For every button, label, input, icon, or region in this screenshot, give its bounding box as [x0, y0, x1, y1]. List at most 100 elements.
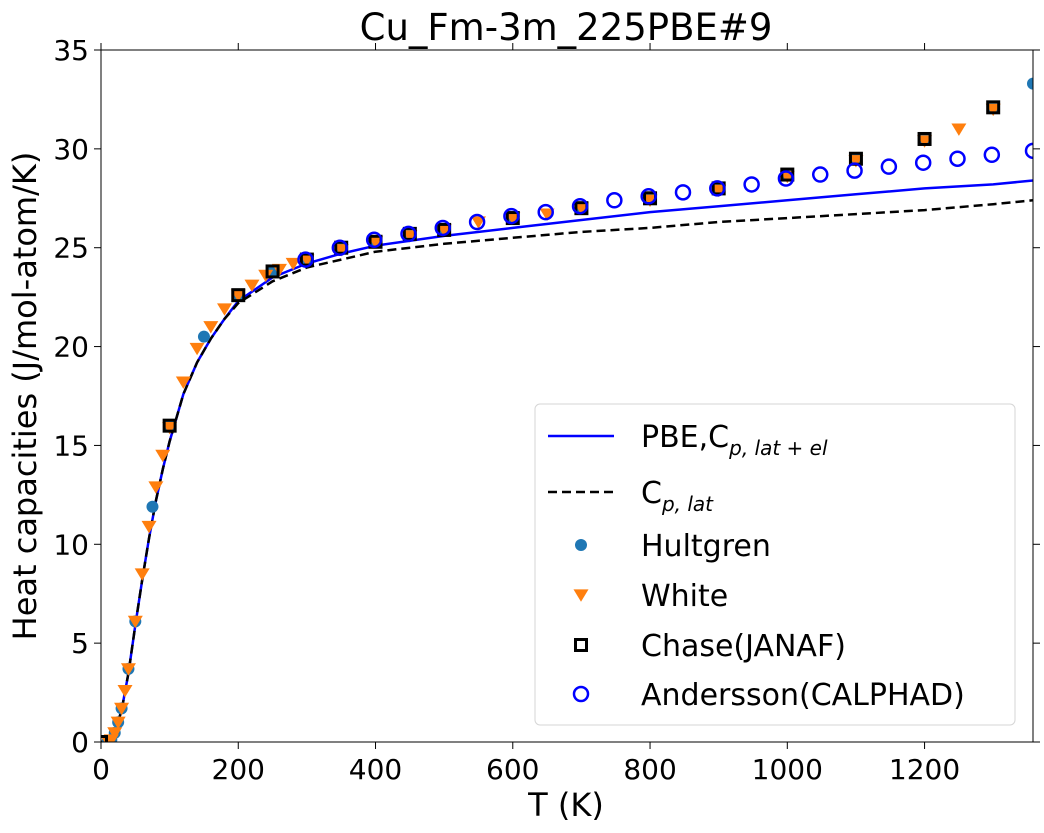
data-point: [203, 321, 219, 334]
data-point: [117, 684, 133, 698]
series-markers-5: [297, 142, 1033, 268]
data-point: [197, 330, 210, 343]
x-tick-label: 200: [212, 753, 265, 786]
legend-label: Andersson(CALPHAD): [641, 678, 965, 713]
y-tick-label: 30: [53, 133, 89, 166]
data-point: [189, 342, 205, 356]
plot-frame: [100, 49, 1034, 743]
legend-box: [534, 403, 1016, 726]
data-point: [148, 481, 164, 494]
y-tick-label: 25: [53, 232, 89, 265]
data-point: [811, 166, 829, 183]
data-point: [127, 615, 143, 629]
data-point: [134, 568, 150, 581]
x-axis-label: T (K): [527, 786, 604, 824]
data-point: [230, 289, 246, 302]
data-point: [846, 162, 863, 179]
y-axis-label: Heat capacities (J/mol-atom/K): [6, 152, 44, 641]
series-markers-3: [101, 103, 1001, 742]
series-line-1: [101, 199, 1033, 742]
x-tick-label: 800: [623, 753, 676, 786]
y-tick-label: 0: [71, 726, 89, 759]
data-point: [642, 194, 658, 208]
data-point: [917, 135, 933, 148]
data-point: [711, 184, 727, 198]
legend-marker-swatch: [573, 589, 589, 602]
data-point: [951, 123, 967, 136]
data-point: [162, 418, 177, 433]
data-point: [141, 520, 157, 534]
data-point: [573, 202, 589, 215]
data-point: [674, 184, 692, 201]
x-tick-label: 1000: [752, 753, 823, 786]
legend-marker-swatch: [572, 685, 590, 703]
data-point: [297, 251, 314, 268]
legend-label: PBE,Cp, lat + el: [641, 420, 828, 460]
y-tick-label: 5: [71, 627, 89, 660]
data-point: [175, 376, 191, 389]
data-point: [114, 702, 130, 716]
data-point: [231, 288, 246, 303]
data-point: [914, 154, 932, 171]
data-point: [265, 264, 280, 279]
data-point: [436, 224, 452, 237]
legend-label: White: [641, 579, 728, 614]
data-point: [571, 197, 589, 215]
legend-marker-swatch: [574, 638, 588, 652]
data-point: [986, 100, 1001, 115]
data-point: [110, 716, 126, 729]
y-tick-label: 20: [53, 331, 89, 364]
x-tick-label: 0: [92, 753, 110, 786]
data-point: [333, 244, 349, 257]
y-tick-label: 10: [53, 528, 89, 561]
y-tick-label: 35: [53, 34, 89, 67]
x-tick-label: 1200: [889, 753, 960, 786]
x-tick-label: 400: [349, 753, 402, 786]
data-point: [985, 103, 1001, 117]
data-point: [505, 212, 521, 225]
data-point: [365, 231, 383, 249]
data-point: [880, 158, 898, 175]
data-point: [983, 146, 1001, 164]
plot-series: [101, 77, 1033, 742]
data-point: [917, 131, 932, 146]
data-point: [777, 170, 795, 187]
chart-title: Cu_Fm-3m_225PBE#9: [360, 6, 773, 49]
legend-marker-swatch: [575, 539, 587, 551]
axes: 0 200 400 600 800 1000 1200 0 5 10 15 20 25 30 35: [53, 34, 1040, 786]
data-point: [155, 449, 171, 463]
data-point: [217, 303, 233, 316]
legend-label: Cp, lat: [641, 476, 714, 516]
data-point: [949, 150, 966, 167]
data-point: [434, 219, 452, 237]
data-point: [107, 727, 123, 740]
data-point: [606, 192, 623, 209]
data-point: [285, 257, 301, 271]
data-point: [503, 207, 520, 225]
data-point: [402, 230, 418, 243]
data-point: [331, 239, 349, 256]
data-point: [120, 663, 136, 676]
legend-label: Chase(JANAF): [641, 629, 846, 664]
data-point: [537, 203, 554, 221]
x-tick-label: 600: [486, 753, 539, 786]
data-point: [299, 253, 315, 267]
data-point: [709, 180, 726, 197]
data-point: [1024, 142, 1033, 160]
data-point: [146, 500, 159, 513]
plot-area: [101, 77, 1033, 742]
legend: PBE,Cp, lat + el Cp, lat Hultgren White Chas…: [534, 403, 1016, 726]
data-point: [848, 155, 864, 168]
data-point: [468, 213, 486, 231]
data-point: [162, 422, 178, 435]
legend-label: Hultgren: [641, 529, 771, 564]
data-point: [640, 188, 657, 205]
data-point: [400, 225, 417, 243]
data-point: [539, 208, 555, 221]
data-point: [368, 236, 384, 249]
data-point: [470, 216, 486, 229]
data-point: [244, 279, 260, 293]
data-point: [743, 176, 760, 193]
y-tick-label: 15: [53, 429, 89, 462]
